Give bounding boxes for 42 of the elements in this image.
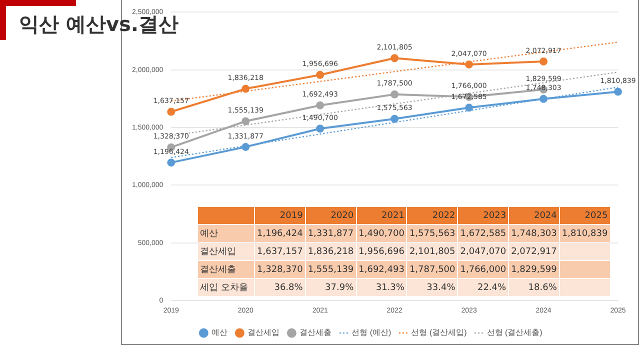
- text: 1,575,563: [409, 228, 456, 238]
- annotation: 18.6%: [509, 279, 559, 296]
- text: 2,047,070: [460, 246, 506, 256]
- text: 2,101,805: [409, 246, 456, 256]
- text: 1,692,493: [358, 264, 404, 274]
- text: 1,836,218: [308, 246, 354, 256]
- annotation: 36.8%: [255, 279, 305, 296]
- text: 1,748,303: [511, 228, 557, 238]
- text: 결산세입: [200, 247, 236, 257]
- category-label: 2022: [432, 210, 456, 220]
- annotation: 22.4%: [458, 279, 508, 296]
- category-label: 2019: [280, 210, 303, 220]
- legend-label: 결산세출: [300, 328, 332, 338]
- text: 1,196,424: [257, 228, 303, 238]
- legend-label: 선형 (결산세출): [486, 328, 543, 338]
- category-label: 2023: [483, 210, 506, 220]
- legend-label: 결산세입: [248, 328, 280, 338]
- legend-label: 예산: [212, 328, 228, 338]
- text: 1,555,139: [308, 264, 354, 274]
- text: 1,490,700: [358, 228, 404, 238]
- text: 1,810,839: [562, 228, 608, 238]
- text: 1,829,599: [511, 264, 557, 274]
- text: 결산세출: [200, 265, 236, 275]
- annotation: 37.9%: [306, 279, 356, 296]
- text: 1,331,877: [308, 228, 354, 238]
- text: 1,672,585: [460, 228, 506, 238]
- text: 1,956,696: [358, 246, 404, 256]
- text: 1,328,370: [257, 264, 303, 274]
- legend-label: 선형 (예산): [352, 328, 392, 338]
- annotation: 세입 오차율: [198, 279, 254, 296]
- text: 예산: [200, 229, 218, 239]
- annotation: 33.4%: [407, 279, 458, 296]
- category-label: 2021: [382, 210, 404, 220]
- text: 2,072,917: [511, 246, 557, 256]
- text: 1,766,000: [460, 264, 506, 274]
- annotation: 31.3%: [356, 279, 406, 296]
- text: 1,637,157: [257, 246, 303, 256]
- category-label: 2020: [330, 210, 354, 220]
- category-label: 2025: [584, 210, 608, 220]
- text: 1,787,500: [409, 264, 456, 274]
- category-label: 2024: [534, 210, 557, 220]
- legend-label: 선형 (결산세입): [411, 328, 468, 338]
